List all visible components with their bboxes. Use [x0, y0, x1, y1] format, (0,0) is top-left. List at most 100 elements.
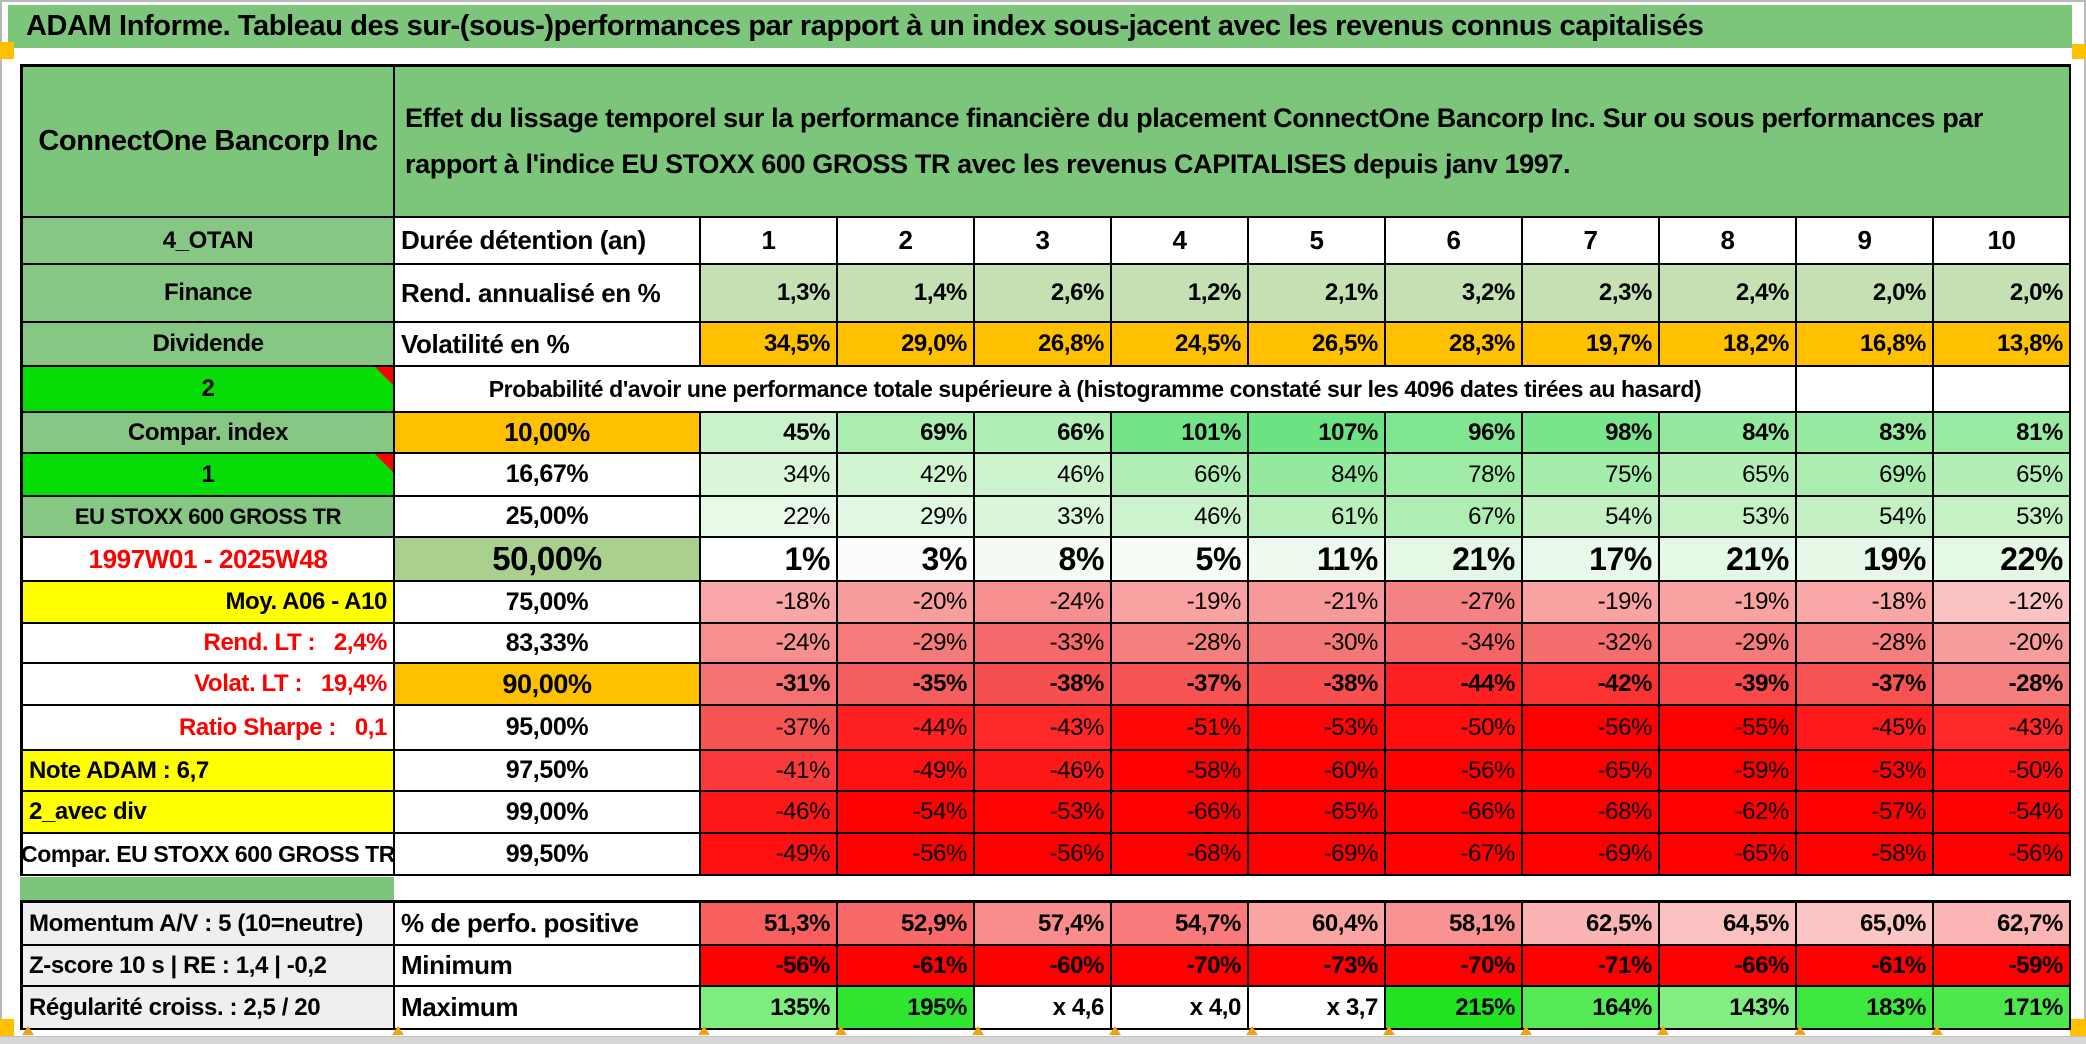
value-cell[interactable]: 81%: [1934, 413, 2071, 454]
value-cell[interactable]: x 4,6: [975, 987, 1112, 1030]
value-cell[interactable]: -28%: [1934, 664, 2071, 706]
value-cell[interactable]: -56%: [1934, 834, 2071, 876]
value-cell[interactable]: 60,4%: [1249, 903, 1386, 946]
value-cell[interactable]: -71%: [1523, 946, 1660, 987]
fill-handle-bottom-right[interactable]: [2070, 1019, 2086, 1036]
value-cell[interactable]: 96%: [1386, 413, 1523, 454]
quantile-cell[interactable]: 16,67%: [395, 454, 701, 497]
value-cell[interactable]: 26,8%: [975, 323, 1112, 367]
value-cell[interactable]: -59%: [1660, 751, 1797, 792]
value-cell[interactable]: -24%: [701, 624, 838, 664]
value-cell[interactable]: 52,9%: [838, 903, 975, 946]
value-cell[interactable]: -19%: [1523, 582, 1660, 624]
row-subheader-cell[interactable]: Minimum: [395, 946, 701, 987]
value-cell[interactable]: 69%: [838, 413, 975, 454]
value-cell[interactable]: 29%: [838, 497, 975, 538]
value-cell[interactable]: 19%: [1797, 538, 1934, 582]
value-cell[interactable]: -19%: [1660, 582, 1797, 624]
value-cell[interactable]: 62,7%: [1934, 903, 2071, 946]
value-cell[interactable]: -46%: [701, 792, 838, 834]
value-cell[interactable]: -55%: [1660, 706, 1797, 751]
value-cell[interactable]: 84%: [1249, 454, 1386, 497]
value-cell[interactable]: -37%: [1797, 664, 1934, 706]
fill-handle-top-right[interactable]: [2072, 44, 2086, 59]
value-cell[interactable]: -37%: [701, 706, 838, 751]
quantile-cell[interactable]: 95,00%: [395, 706, 701, 751]
value-cell[interactable]: 171%: [1934, 987, 2071, 1030]
quantile-cell[interactable]: 25,00%: [395, 497, 701, 538]
value-cell[interactable]: 183%: [1797, 987, 1934, 1030]
value-cell[interactable]: -51%: [1112, 706, 1249, 751]
row-header-cell[interactable]: Compar. EU STOXX 600 GROSS TR: [23, 834, 395, 876]
value-cell[interactable]: 2,6%: [975, 265, 1112, 323]
value-cell[interactable]: -65%: [1660, 834, 1797, 876]
value-cell[interactable]: -49%: [701, 834, 838, 876]
value-cell[interactable]: x 4,0: [1112, 987, 1249, 1030]
value-cell[interactable]: 54,7%: [1112, 903, 1249, 946]
row-header-cell[interactable]: Régularité croiss. : 2,5 / 20: [23, 987, 395, 1030]
value-cell[interactable]: -37%: [1112, 664, 1249, 706]
value-cell[interactable]: -62%: [1660, 792, 1797, 834]
value-cell[interactable]: 69%: [1797, 454, 1934, 497]
value-cell[interactable]: 64,5%: [1660, 903, 1797, 946]
row-header-cell[interactable]: EU STOXX 600 GROSS TR: [23, 497, 395, 538]
value-cell[interactable]: 67%: [1386, 497, 1523, 538]
value-cell[interactable]: 33%: [975, 497, 1112, 538]
value-cell[interactable]: 26,5%: [1249, 323, 1386, 367]
value-cell[interactable]: 11%: [1249, 538, 1386, 582]
row-header-cell[interactable]: 2_avec div: [23, 792, 395, 834]
quantile-cell[interactable]: 99,50%: [395, 834, 701, 876]
value-cell[interactable]: x 3,7: [1249, 987, 1386, 1030]
value-cell[interactable]: 22%: [701, 497, 838, 538]
value-cell[interactable]: -53%: [1249, 706, 1386, 751]
value-cell[interactable]: -61%: [838, 946, 975, 987]
value-cell[interactable]: 2,0%: [1797, 265, 1934, 323]
value-cell[interactable]: 65%: [1934, 454, 2071, 497]
value-cell[interactable]: 42%: [838, 454, 975, 497]
value-cell[interactable]: 7: [1523, 218, 1660, 265]
value-cell[interactable]: -39%: [1660, 664, 1797, 706]
value-cell[interactable]: 21%: [1386, 538, 1523, 582]
row-header-cell[interactable]: Dividende: [23, 323, 395, 367]
value-cell[interactable]: 65%: [1660, 454, 1797, 497]
value-cell[interactable]: -53%: [975, 792, 1112, 834]
value-cell[interactable]: -46%: [975, 751, 1112, 792]
fill-handle-bottom-left[interactable]: [0, 1019, 14, 1036]
value-cell[interactable]: 17%: [1523, 538, 1660, 582]
value-cell[interactable]: 54%: [1523, 497, 1660, 538]
row-header-cell[interactable]: Moy. A06 - A10: [23, 582, 395, 624]
value-cell[interactable]: 1,2%: [1112, 265, 1249, 323]
value-cell[interactable]: -34%: [1386, 624, 1523, 664]
value-cell[interactable]: -24%: [975, 582, 1112, 624]
value-cell[interactable]: -66%: [1112, 792, 1249, 834]
value-cell[interactable]: -28%: [1112, 624, 1249, 664]
value-cell[interactable]: 5: [1249, 218, 1386, 265]
value-cell[interactable]: 53%: [1660, 497, 1797, 538]
value-cell[interactable]: -66%: [1660, 946, 1797, 987]
value-cell[interactable]: -56%: [701, 946, 838, 987]
quantile-cell[interactable]: 10,00%: [395, 413, 701, 454]
row-header-cell[interactable]: Compar. index: [23, 413, 395, 454]
row-header-cell[interactable]: Ratio Sharpe : 0,1: [23, 706, 395, 751]
value-cell[interactable]: -56%: [1523, 706, 1660, 751]
value-cell[interactable]: -44%: [838, 706, 975, 751]
table-description[interactable]: Effet du lissage temporel sur la perform…: [395, 67, 2071, 218]
row-header-cell[interactable]: Finance: [23, 265, 395, 323]
value-cell[interactable]: -18%: [1797, 582, 1934, 624]
quantile-cell[interactable]: 50,00%: [395, 538, 701, 582]
quantile-cell[interactable]: 83,33%: [395, 624, 701, 664]
value-cell[interactable]: -45%: [1797, 706, 1934, 751]
value-cell[interactable]: -68%: [1112, 834, 1249, 876]
value-cell[interactable]: 9: [1797, 218, 1934, 265]
value-cell[interactable]: -57%: [1797, 792, 1934, 834]
quantile-cell[interactable]: 90,00%: [395, 664, 701, 706]
value-cell[interactable]: 215%: [1386, 987, 1523, 1030]
value-cell[interactable]: -59%: [1934, 946, 2071, 987]
value-cell[interactable]: 57,4%: [975, 903, 1112, 946]
value-cell[interactable]: 75%: [1523, 454, 1660, 497]
value-cell[interactable]: -73%: [1249, 946, 1386, 987]
row-subheader-cell[interactable]: % de perfo. positive: [395, 903, 701, 946]
row-subheader-cell[interactable]: Maximum: [395, 987, 701, 1030]
value-cell[interactable]: -61%: [1797, 946, 1934, 987]
value-cell[interactable]: 46%: [1112, 497, 1249, 538]
